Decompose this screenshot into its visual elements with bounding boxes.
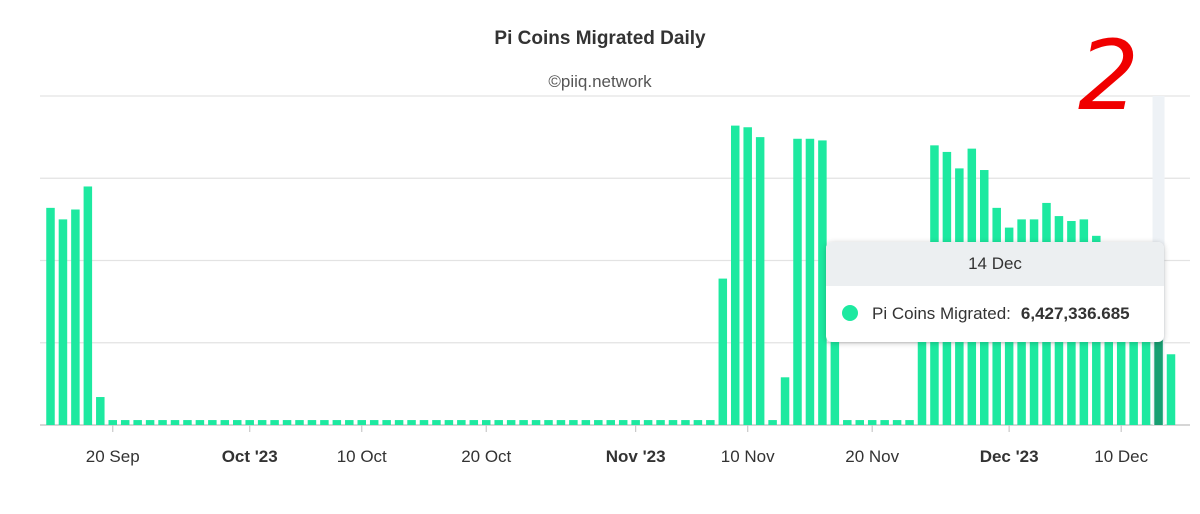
bar[interactable] bbox=[369, 420, 379, 425]
tooltip-row: Pi Coins Migrated: 6,427,336.685 bbox=[842, 304, 1130, 324]
bar[interactable] bbox=[208, 420, 217, 425]
bar[interactable] bbox=[743, 127, 752, 425]
bar[interactable] bbox=[407, 420, 416, 425]
x-tick-label: Dec '23 bbox=[980, 447, 1039, 466]
bar[interactable] bbox=[444, 420, 454, 425]
bar[interactable] bbox=[618, 420, 628, 425]
bar[interactable] bbox=[108, 420, 118, 425]
bar[interactable] bbox=[519, 420, 528, 425]
bar[interactable] bbox=[917, 293, 927, 425]
tooltip-date: 14 Dec bbox=[826, 242, 1164, 286]
bar[interactable] bbox=[158, 420, 167, 425]
bar[interactable] bbox=[843, 420, 852, 425]
bar[interactable] bbox=[96, 397, 105, 425]
bar[interactable] bbox=[681, 420, 690, 425]
bar[interactable] bbox=[83, 186, 93, 425]
bar[interactable] bbox=[133, 420, 142, 425]
bar[interactable] bbox=[892, 420, 902, 425]
bar[interactable] bbox=[257, 420, 267, 425]
bar[interactable] bbox=[170, 420, 180, 425]
bar[interactable] bbox=[631, 420, 640, 425]
bar[interactable] bbox=[357, 420, 367, 425]
bar[interactable] bbox=[220, 420, 230, 425]
bar[interactable] bbox=[594, 420, 603, 425]
bar[interactable] bbox=[1166, 354, 1176, 425]
bar[interactable] bbox=[120, 420, 130, 425]
bar[interactable] bbox=[805, 138, 815, 425]
x-tick-label: 10 Nov bbox=[721, 447, 775, 466]
bar[interactable] bbox=[1129, 293, 1138, 425]
bar[interactable] bbox=[581, 420, 591, 425]
bar[interactable] bbox=[830, 303, 840, 425]
bar[interactable] bbox=[332, 420, 342, 425]
bar[interactable] bbox=[46, 207, 55, 425]
bar[interactable] bbox=[780, 377, 790, 425]
bar[interactable] bbox=[295, 420, 304, 425]
bar[interactable] bbox=[382, 420, 391, 425]
bar[interactable] bbox=[556, 420, 566, 425]
bar[interactable] bbox=[419, 420, 429, 425]
bar[interactable] bbox=[668, 420, 678, 425]
bar[interactable] bbox=[693, 420, 703, 425]
bar[interactable] bbox=[706, 420, 715, 425]
bar[interactable] bbox=[233, 420, 242, 425]
bar[interactable] bbox=[569, 420, 578, 425]
bar[interactable] bbox=[1104, 260, 1114, 426]
bar[interactable] bbox=[656, 420, 665, 425]
bar[interactable] bbox=[145, 420, 155, 425]
bar[interactable] bbox=[432, 420, 441, 425]
bar[interactable] bbox=[606, 420, 616, 425]
bar[interactable] bbox=[457, 420, 466, 425]
chart-subtitle: ©piiq.network bbox=[548, 72, 652, 91]
bar[interactable] bbox=[880, 420, 889, 425]
bar[interactable] bbox=[531, 420, 541, 425]
bar[interactable] bbox=[793, 138, 802, 425]
x-tick-label: 10 Oct bbox=[337, 447, 387, 466]
bar[interactable] bbox=[482, 420, 491, 425]
tooltip-series-label: Pi Coins Migrated: bbox=[872, 304, 1011, 323]
bar[interactable] bbox=[270, 420, 279, 425]
tooltip: 14 Dec Pi Coins Migrated: 6,427,336.685 bbox=[826, 242, 1164, 342]
chart-title: Pi Coins Migrated Daily bbox=[494, 28, 706, 49]
bar[interactable] bbox=[905, 420, 914, 425]
bar[interactable] bbox=[469, 420, 479, 425]
bar[interactable] bbox=[1116, 276, 1126, 425]
bar[interactable] bbox=[506, 420, 516, 425]
bar[interactable] bbox=[307, 420, 317, 425]
bar[interactable] bbox=[643, 420, 653, 425]
bar[interactable] bbox=[183, 420, 192, 425]
bar[interactable] bbox=[855, 420, 865, 425]
bar[interactable] bbox=[195, 420, 205, 425]
bar[interactable] bbox=[818, 140, 827, 426]
bar[interactable] bbox=[768, 420, 777, 425]
x-tick-label: 20 Nov bbox=[845, 447, 899, 466]
bar[interactable] bbox=[544, 420, 553, 425]
bar[interactable] bbox=[394, 420, 404, 425]
bar[interactable] bbox=[58, 219, 68, 425]
x-tick-label: Nov '23 bbox=[606, 447, 666, 466]
x-axis: 20 Sep Oct '23 10 Oct 20 Oct Nov '23 10 Nov 20… bbox=[86, 425, 1149, 466]
bar[interactable] bbox=[755, 137, 765, 425]
bar[interactable] bbox=[867, 420, 877, 425]
x-tick-label: 20 Sep bbox=[86, 447, 140, 466]
bar[interactable] bbox=[282, 420, 292, 425]
handwritten-annotation: 2 bbox=[1078, 20, 1140, 132]
bar[interactable] bbox=[1154, 319, 1163, 425]
x-tick-label: 10 Dec bbox=[1094, 447, 1148, 466]
bar[interactable] bbox=[494, 420, 503, 425]
series-dot-icon bbox=[842, 305, 858, 321]
x-tick-label: Oct '23 bbox=[222, 447, 278, 466]
bar[interactable] bbox=[71, 209, 80, 425]
bar[interactable] bbox=[731, 125, 740, 426]
bar[interactable] bbox=[320, 420, 329, 425]
tooltip-value: 6,427,336.685 bbox=[1020, 304, 1130, 323]
bar[interactable] bbox=[245, 420, 254, 425]
bar[interactable] bbox=[718, 278, 728, 425]
bar[interactable] bbox=[1141, 301, 1151, 425]
x-tick-label: 20 Oct bbox=[461, 447, 511, 466]
bar[interactable] bbox=[345, 420, 354, 425]
